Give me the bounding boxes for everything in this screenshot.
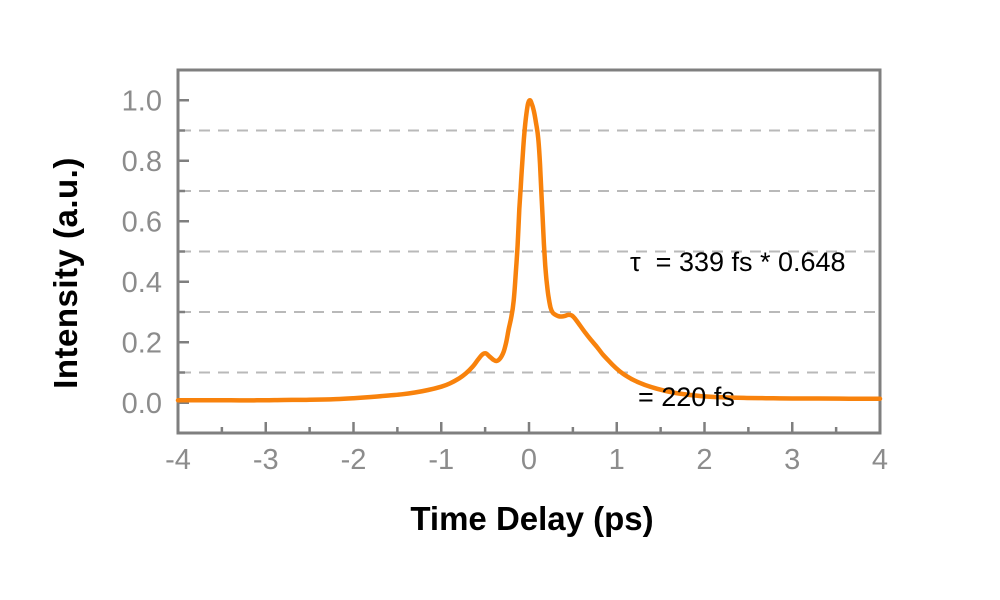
x-tick-label: 1 (609, 444, 625, 476)
y-tick-label: 0.2 (122, 327, 162, 359)
y-tick-label: 0.4 (122, 267, 162, 299)
pulse-width-annotation: τ = 339 fs * 0.648 = 220 fs (630, 150, 846, 510)
y-tick-label: 0.6 (122, 206, 162, 238)
y-tick-label: 1.0 (122, 85, 162, 117)
x-tick-label: -4 (165, 444, 191, 476)
y-axis-title: Intensity (a.u.) (47, 157, 84, 389)
x-tick-label: -1 (428, 444, 454, 476)
x-tick-label: 0 (521, 444, 537, 476)
annotation-line-1: τ = 339 fs * 0.648 (630, 247, 846, 277)
annotation-line-2: = 220 fs (638, 382, 735, 412)
x-axis-title: Time Delay (ps) (410, 500, 654, 537)
y-tick-label: 0.0 (122, 388, 162, 420)
y-tick-label: 0.8 (122, 146, 162, 178)
data-curve (175, 98, 883, 403)
x-tick-label: 2 (696, 444, 712, 476)
x-tick-label: -2 (341, 444, 367, 476)
x-tick-label: 3 (784, 444, 800, 476)
x-tick-label: 4 (872, 444, 888, 476)
x-tick-label: -3 (253, 444, 279, 476)
